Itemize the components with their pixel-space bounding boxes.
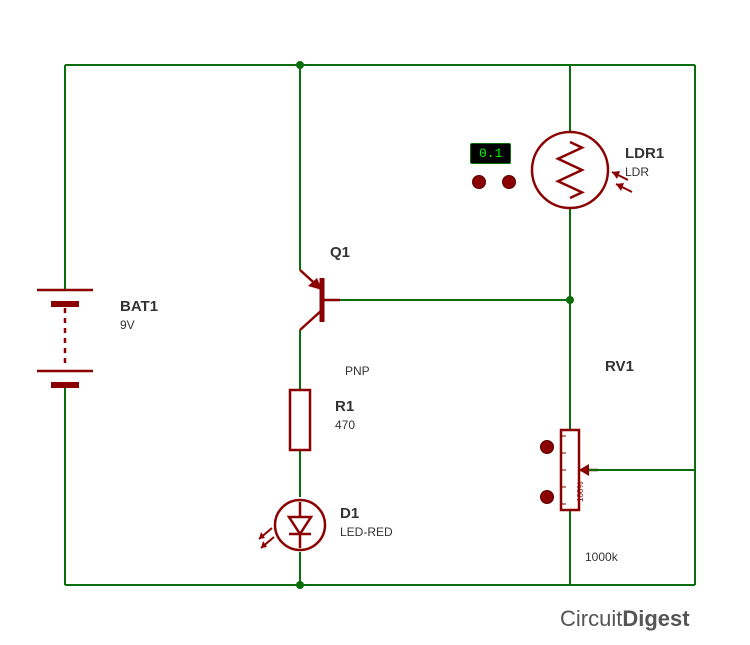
watermark-part2: Digest <box>622 606 689 631</box>
resistor-label: R1 470 <box>335 398 355 434</box>
schematic-svg <box>0 0 750 645</box>
pot-value-label: 1000k <box>585 548 618 566</box>
watermark-part1: Circuit <box>560 606 622 631</box>
ldr-probe-dot-1 <box>472 175 486 189</box>
ldr-label: LDR1 LDR <box>625 145 664 181</box>
pot-label: RV1 <box>605 358 634 376</box>
watermark-logo: CircuitDigest <box>560 606 690 632</box>
ldr-value: LDR <box>625 165 649 179</box>
pot-ref: RV1 <box>605 358 634 375</box>
transistor-type-label: PNP <box>345 362 370 380</box>
pot-probe-dot-1 <box>540 440 554 454</box>
led-value: LED-RED <box>340 525 393 539</box>
transistor-label: Q1 <box>330 244 350 262</box>
ldr-lcd-value: 0.1 <box>479 146 502 161</box>
battery-label: BAT1 9V <box>120 298 158 334</box>
resistor-value: 470 <box>335 418 355 432</box>
ldr-ref: LDR1 <box>625 145 664 162</box>
resistor-ref: R1 <box>335 398 354 415</box>
led-label: D1 LED-RED <box>340 505 393 541</box>
pot-scale-text: 100% <box>576 482 585 502</box>
transistor-type: PNP <box>345 364 370 378</box>
circuit-diagram: BAT1 9V Q1 PNP R1 470 D1 LED-RED LDR1 LD… <box>0 0 750 645</box>
battery-ref: BAT1 <box>120 298 158 315</box>
pot-value: 1000k <box>585 550 618 564</box>
led-ref: D1 <box>340 505 359 522</box>
battery-value: 9V <box>120 318 135 332</box>
ldr-lcd-display: 0.1 <box>470 143 511 164</box>
pot-probe-dot-2 <box>540 490 554 504</box>
ldr-probe-dot-2 <box>502 175 516 189</box>
transistor-ref: Q1 <box>330 244 350 261</box>
